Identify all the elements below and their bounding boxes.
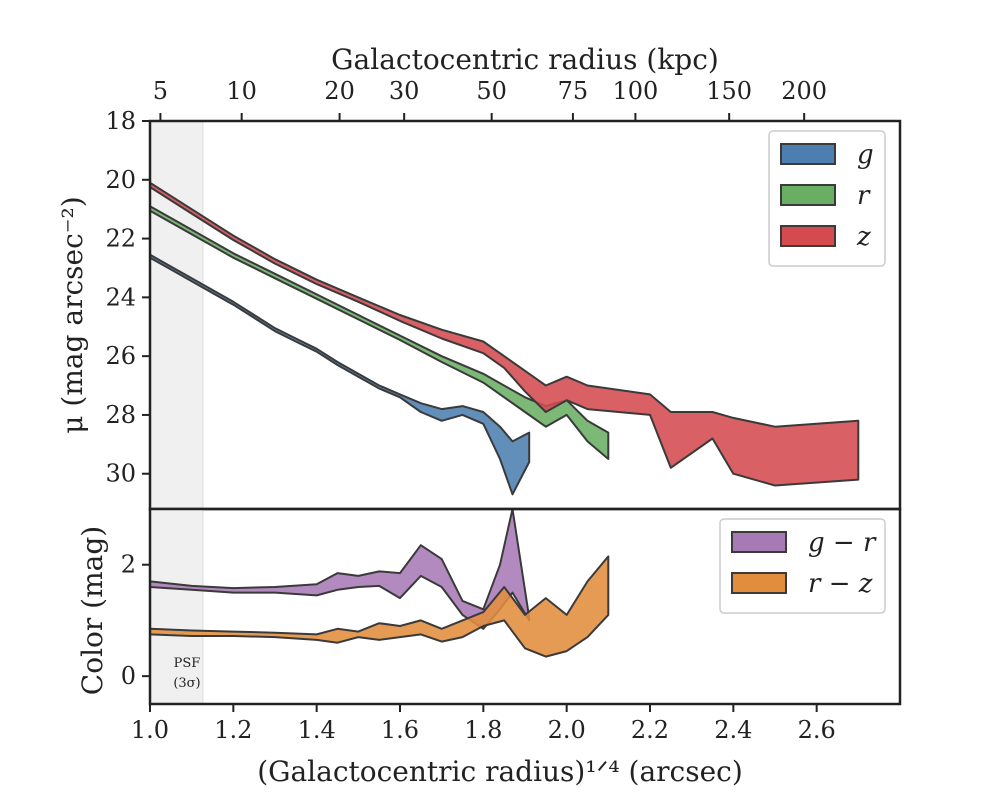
top-x-tick-label: 200 — [781, 77, 827, 105]
bottom-series-group — [150, 509, 610, 658]
y-axis-title-color: Color (mag) — [76, 526, 109, 695]
bottom-x-ticks: 1.0 1.2 1.4 1.6 1.8 2.0 2.2 2.4 2.6 — [131, 704, 836, 744]
top-y-tick-label: 22 — [105, 225, 136, 253]
legend-label-gr: g − r — [808, 528, 877, 558]
band-z — [150, 181, 860, 487]
top-x-tick-label: 10 — [226, 77, 257, 105]
y-axis-title-mu: μ (mag arcsec⁻²) — [56, 196, 89, 433]
top-x-ticks: 5 10 20 30 50 75 100 150 200 — [153, 77, 827, 121]
band-rz — [150, 555, 610, 658]
top-x-tick-label: 5 — [153, 77, 168, 105]
x-tick-label: 1.6 — [381, 716, 419, 744]
bottom-y-tick-label: 2 — [121, 551, 136, 579]
bottom-y-tick-label: 0 — [121, 662, 136, 690]
top-y-tick-label: 26 — [105, 342, 136, 370]
psf-label-line2: (3σ) — [173, 676, 200, 691]
x-tick-label: 1.2 — [214, 716, 252, 744]
legend-swatch-rz — [731, 572, 787, 594]
band-gr — [150, 509, 531, 630]
legend-swatch-g — [780, 143, 836, 165]
x-tick-label: 1.8 — [464, 716, 502, 744]
top-x-tick-label: 100 — [613, 77, 659, 105]
psf-region-bottom — [149, 508, 204, 705]
bottom-panel-frame — [148, 507, 902, 706]
surface-brightness-panel: 18 20 22 24 26 28 30 5 10 20 30 50 75 100 150 200 Gala… — [56, 43, 902, 511]
legend-swatch-r — [780, 184, 836, 206]
bottom-y-ticks: 02 — [121, 551, 150, 690]
top-x-tick-label: 75 — [558, 77, 589, 105]
psf-region-top — [149, 120, 204, 510]
top-y-tick-label: 24 — [105, 283, 136, 311]
band-r — [150, 205, 610, 460]
top-axis-title: Galactocentric radius (kpc) — [331, 43, 719, 76]
x-tick-label: 2.4 — [714, 716, 752, 744]
top-y-tick-label: 30 — [105, 460, 136, 488]
x-tick-label: 2.2 — [631, 716, 669, 744]
bottom-legend: g − r r − z — [719, 518, 886, 614]
top-x-tick-label: 30 — [389, 77, 420, 105]
psf-label-line1: PSF — [174, 656, 201, 671]
x-tick-label: 2.6 — [798, 716, 836, 744]
legend-swatch-gr — [731, 531, 787, 553]
top-y-tick-label: 28 — [105, 401, 136, 429]
top-x-tick-label: 20 — [324, 77, 355, 105]
top-y-tick-label: 18 — [105, 107, 136, 135]
top-y-tick-label: 20 — [105, 166, 136, 194]
top-x-tick-label: 50 — [476, 77, 507, 105]
legend-label-g: g — [857, 140, 874, 170]
top-legend: grz — [768, 130, 886, 267]
top-x-tick-label: 150 — [706, 77, 752, 105]
legend-swatch-z — [780, 225, 836, 247]
band-g — [150, 253, 531, 496]
legend-label-z: z — [856, 222, 871, 252]
x-tick-label: 1.4 — [298, 716, 336, 744]
color-panel: 02 1.0 1.2 1.4 1.6 1.8 2.0 2.2 2.4 2.6 (Galactoc… — [76, 507, 902, 788]
x-tick-label: 2.0 — [548, 716, 586, 744]
x-tick-label: 1.0 — [131, 716, 169, 744]
x-axis-title: (Galactocentric radius)¹ᐟ⁴ (arcsec) — [257, 755, 743, 788]
top-y-ticks: 18 20 22 24 26 28 30 — [105, 107, 150, 488]
legend-label-rz: r − z — [808, 569, 873, 599]
legend-label-r: r — [857, 181, 871, 211]
top-series-group — [150, 181, 860, 496]
